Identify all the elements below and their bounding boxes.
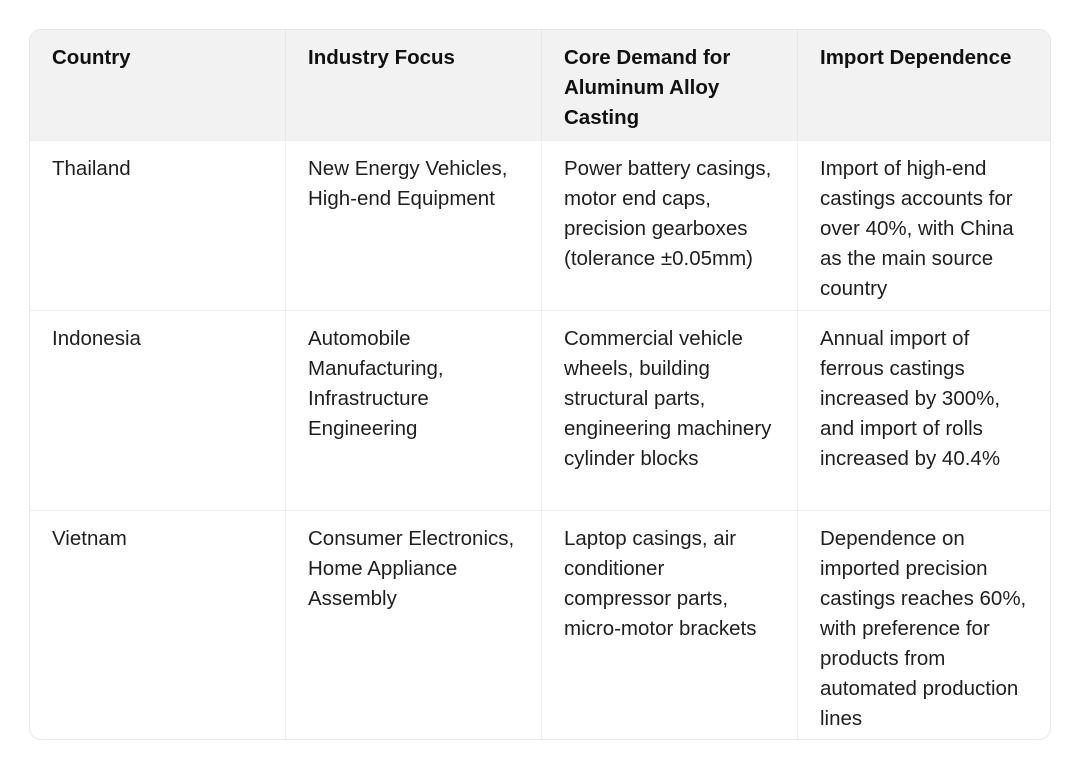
- cell-industry-focus: New Energy Vehicles, High-end Equipment: [285, 140, 541, 310]
- cell-import-dependence: Annual import of ferrous castings increa…: [797, 310, 1050, 510]
- header-import-dependence: Import Dependence: [797, 30, 1050, 140]
- cell-core-demand: Laptop casings, air conditioner compress…: [541, 510, 797, 739]
- header-country: Country: [30, 30, 285, 140]
- cell-core-demand: Commercial vehicle wheels, building stru…: [541, 310, 797, 510]
- cell-import-dependence: Import of high-end castings accounts for…: [797, 140, 1050, 310]
- header-core-demand: Core Demand for Aluminum Alloy Casting: [541, 30, 797, 140]
- cell-country: Vietnam: [30, 510, 285, 739]
- cell-core-demand: Power battery casings, motor end caps, p…: [541, 140, 797, 310]
- cell-country: Thailand: [30, 140, 285, 310]
- cell-country: Indonesia: [30, 310, 285, 510]
- comparison-table: Country Industry Focus Core Demand for A…: [29, 29, 1051, 740]
- cell-industry-focus: Consumer Electronics, Home Appliance Ass…: [285, 510, 541, 739]
- header-industry-focus: Industry Focus: [285, 30, 541, 140]
- cell-import-dependence: Dependence on imported precision casting…: [797, 510, 1050, 739]
- table-grid: Country Industry Focus Core Demand for A…: [30, 30, 1050, 739]
- cell-industry-focus: Automobile Manufacturing, Infrastructure…: [285, 310, 541, 510]
